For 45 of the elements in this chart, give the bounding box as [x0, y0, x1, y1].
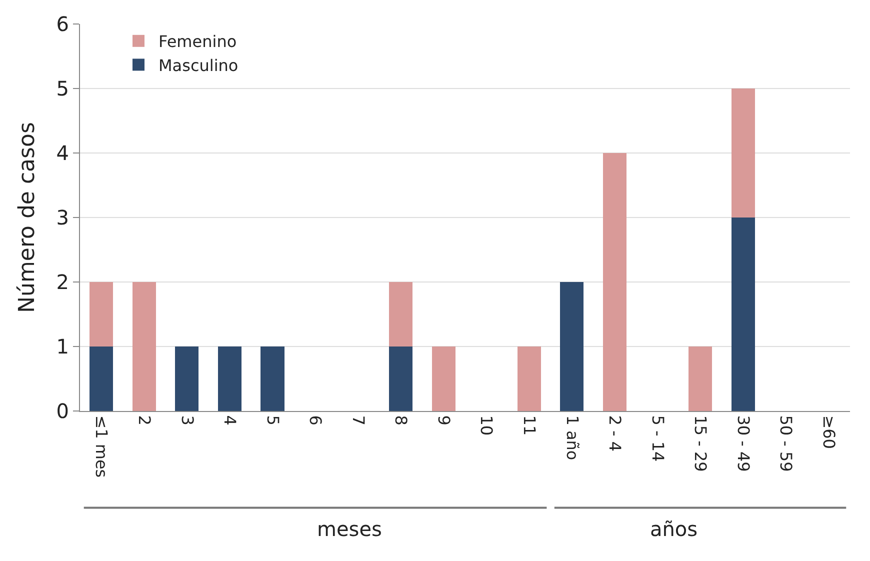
- x-tick-label: 2 - 4: [606, 415, 625, 452]
- y-axis-title: Número de casos: [15, 122, 40, 313]
- bar: [517, 346, 541, 411]
- bar: [389, 282, 413, 346]
- bar: [175, 346, 199, 411]
- y-tick-label: 1: [56, 334, 69, 358]
- x-tick-label: 5 - 14: [648, 415, 668, 462]
- text: años: [650, 517, 698, 541]
- x-tick-label: 2: [134, 415, 154, 426]
- bar: [602, 153, 626, 411]
- bar: [688, 346, 712, 411]
- legend-label: Femenino: [158, 32, 237, 52]
- legend-label: Masculino: [158, 56, 238, 75]
- x-tick-label: ≥60: [819, 415, 838, 449]
- bar: [90, 282, 114, 346]
- x-tick-label: 15 - 29: [691, 415, 710, 472]
- x-tick-label: ≤1 mes: [92, 415, 112, 478]
- x-tick-label: 11: [520, 415, 539, 436]
- bar: [260, 346, 284, 411]
- bar: [90, 346, 114, 411]
- x-tick-label: 1 año: [562, 415, 582, 460]
- y-tick-label: 2: [56, 270, 69, 294]
- bar: [132, 282, 156, 411]
- bar: [731, 218, 755, 411]
- bar: [218, 346, 242, 411]
- bar: [389, 346, 413, 411]
- y-tick-label: 5: [56, 76, 69, 100]
- x-tick-label: 10: [477, 415, 496, 436]
- x-tick-label: 8: [392, 415, 411, 426]
- text: meses: [317, 517, 382, 541]
- x-tick-label: 50 - 59: [776, 415, 796, 472]
- bar: [560, 282, 584, 411]
- y-tick-label: 0: [56, 399, 69, 423]
- bar: [731, 88, 755, 218]
- x-tick-label: 7: [348, 415, 368, 426]
- x-tick-label: 30 - 49: [734, 415, 753, 472]
- bar: [432, 346, 456, 411]
- y-tick-label: 3: [56, 206, 69, 230]
- y-tick-label: 4: [56, 141, 69, 165]
- x-tick-label: 4: [220, 415, 240, 426]
- x-tick-label: 5: [263, 415, 282, 426]
- y-tick-label: 6: [56, 12, 69, 36]
- x-tick-label: 6: [306, 415, 326, 426]
- x-tick-label: 9: [434, 415, 454, 426]
- x-tick-label: 3: [178, 415, 197, 426]
